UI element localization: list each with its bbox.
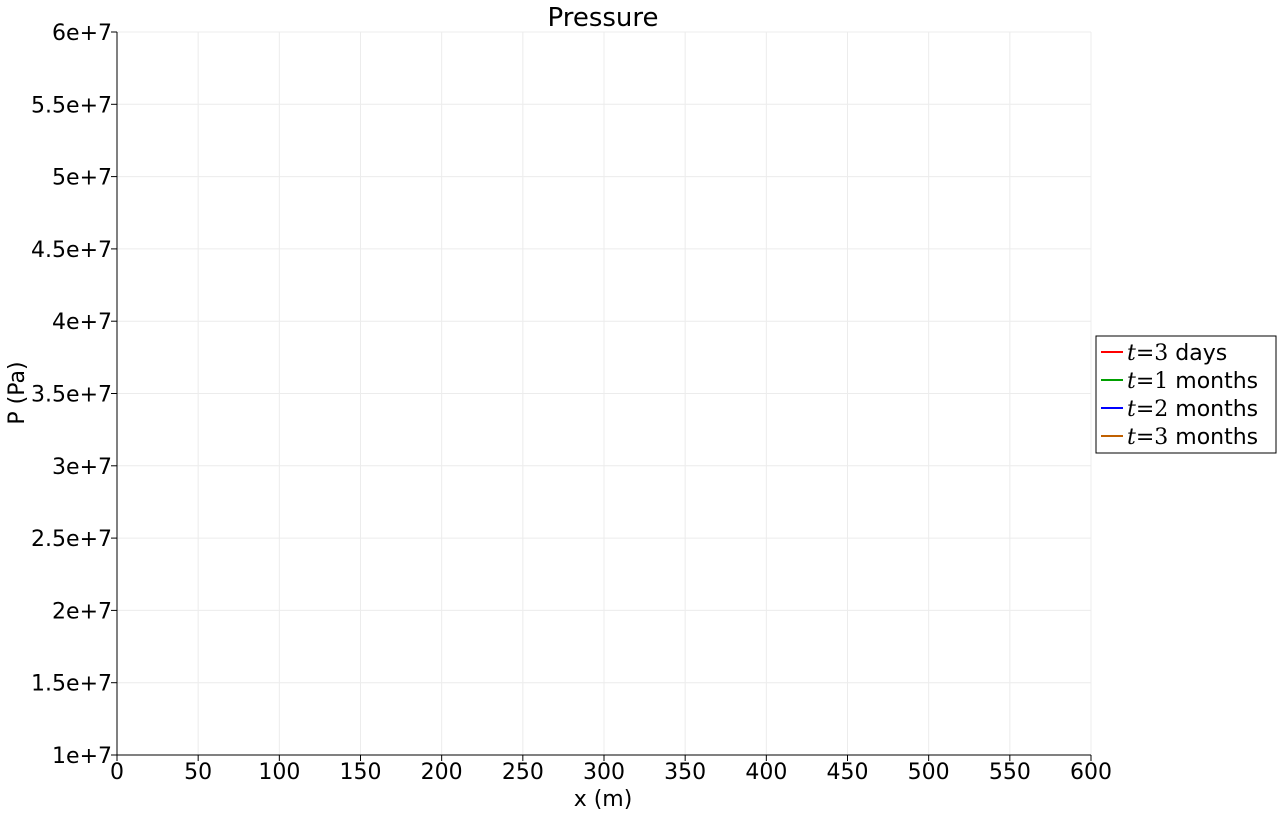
y-tick-label: 5e+7 [52, 166, 112, 191]
legend-label: t=2 months [1127, 397, 1258, 422]
legend-label: t=3 days [1127, 341, 1227, 366]
x-tick-label: 100 [258, 760, 300, 785]
legend: t=3 days t=1 months t=2 months t=3 months [1095, 335, 1277, 454]
x-tick-label: 350 [664, 760, 706, 785]
x-tick-label: 0 [110, 760, 124, 785]
x-tick-label: 150 [340, 760, 382, 785]
x-tick-label: 550 [989, 760, 1031, 785]
x-tick-label: 600 [1070, 760, 1112, 785]
y-axis-label: P (Pa) [5, 361, 30, 424]
legend-label: t=1 months [1127, 369, 1258, 394]
x-tick-label: 300 [583, 760, 625, 785]
chart-title: Pressure [547, 3, 658, 33]
y-tick-label: 3e+7 [52, 455, 112, 480]
x-tick-label: 500 [908, 760, 950, 785]
x-tick-label: 50 [184, 760, 212, 785]
grid [117, 31, 1092, 755]
y-tick-label: 2.5e+7 [31, 527, 112, 552]
legend-box [1095, 335, 1277, 454]
legend-label: t=3 months [1127, 425, 1258, 450]
x-axis-label: x (m) [574, 787, 633, 812]
y-tick-label: 1.5e+7 [31, 672, 112, 697]
x-axis-ticks: 0 50 100 150 200 250 300 350 400 450 500 550 600 [110, 755, 1112, 785]
x-tick-label: 200 [421, 760, 463, 785]
y-tick-label: 1e+7 [52, 744, 112, 769]
y-tick-label: 4e+7 [52, 310, 112, 335]
x-tick-label: 400 [745, 760, 787, 785]
y-tick-label: 4.5e+7 [31, 238, 112, 263]
y-tick-label: 2e+7 [52, 599, 112, 624]
y-tick-label: 5.5e+7 [31, 93, 112, 118]
y-axis-ticks: 1e+7 1.5e+7 2e+7 2.5e+7 3e+7 3.5e+7 4e+7 4.5e+7… [31, 21, 117, 769]
y-tick-label: 3.5e+7 [31, 383, 112, 408]
y-tick-label: 6e+7 [52, 21, 112, 46]
x-tick-label: 250 [502, 760, 544, 785]
x-tick-label: 450 [827, 760, 869, 785]
